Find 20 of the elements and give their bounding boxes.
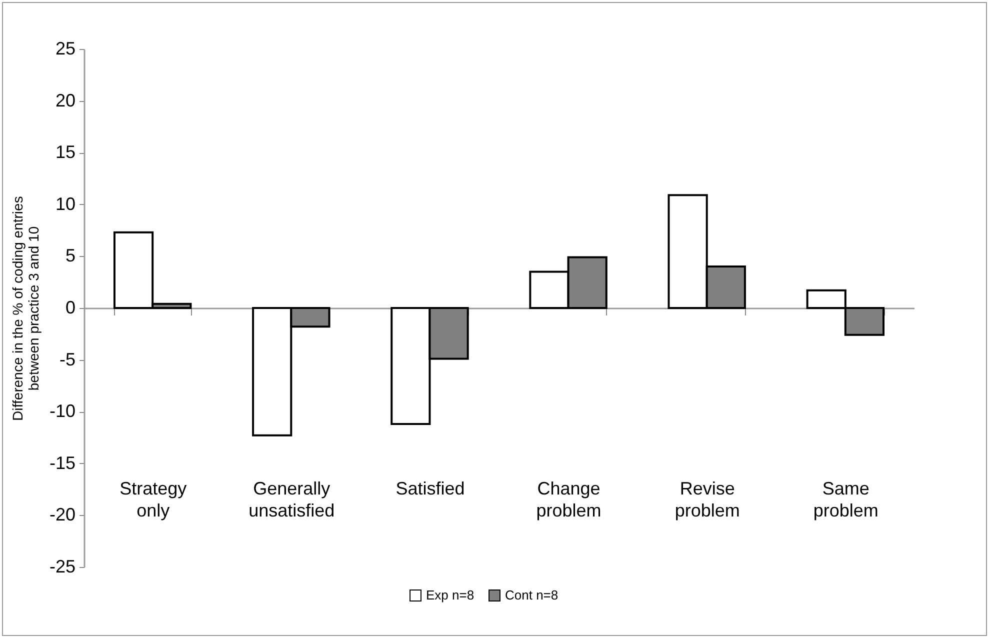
y-tick-label: -10 [49, 401, 76, 422]
x-tick-label: Satisfied [396, 478, 465, 498]
y-tick-label: 10 [55, 194, 76, 214]
x-tick-label: Same problem [813, 478, 878, 520]
y-tick-label: 0 [65, 298, 76, 318]
y-tick-label: 20 [55, 90, 76, 110]
x-tick-label: Generally unsatisfied [248, 478, 335, 520]
y-axis-title: Difference in the % of coding entries between practice 3 and 10 [9, 196, 42, 421]
legend-label: Cont n=8 [505, 588, 558, 603]
y-tick-label: -20 [49, 504, 76, 525]
y-tick-label: -15 [49, 452, 76, 473]
y-tick-label: -25 [49, 556, 76, 576]
legend-label: Exp n=8 [426, 588, 474, 603]
y-tick-label: 15 [55, 142, 76, 162]
x-tick-label: Strategy only [120, 478, 187, 520]
y-tick-label: 5 [65, 246, 76, 266]
x-tick-label: Change problem [536, 478, 602, 520]
y-tick-label: 25 [55, 38, 76, 58]
x-tick-label: Revise problem [674, 478, 740, 520]
y-tick-label: -5 [59, 349, 76, 370]
